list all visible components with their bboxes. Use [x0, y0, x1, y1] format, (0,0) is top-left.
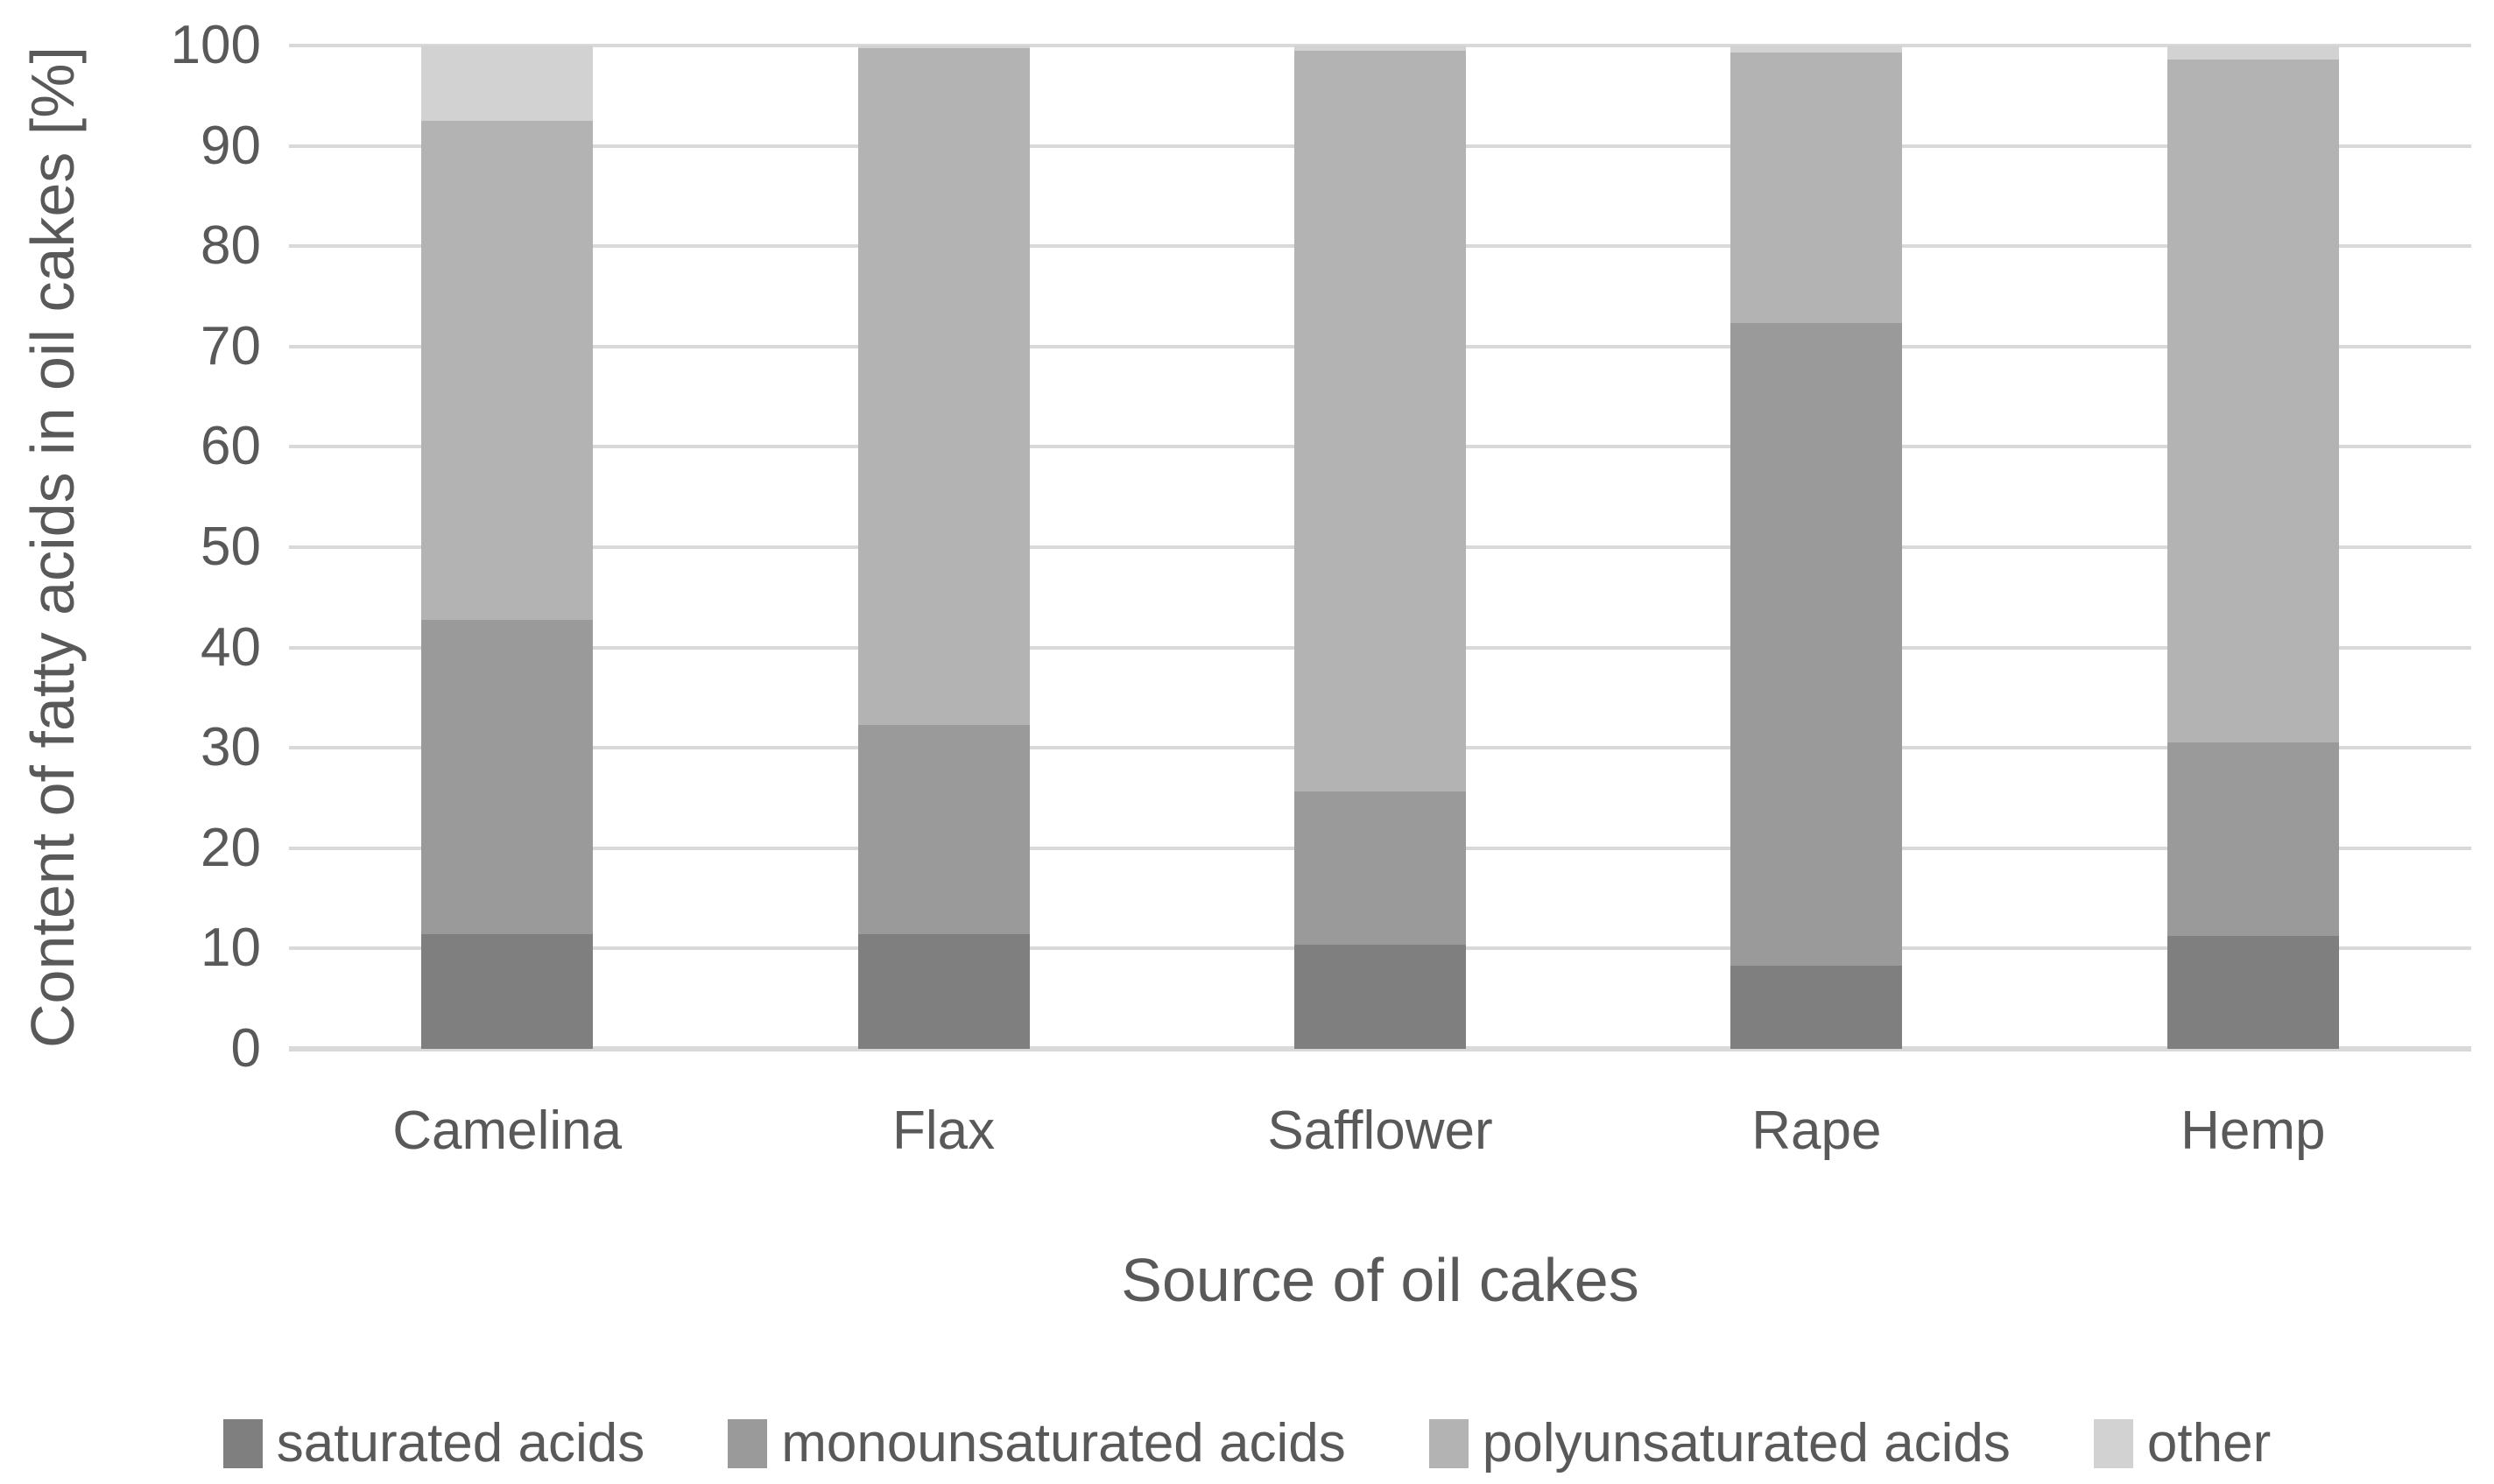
- legend: saturated acids monounsaturated acids poly…: [0, 1403, 2494, 1484]
- category-label-hemp: Hemp: [2180, 1101, 2326, 1161]
- legend-label-monounsaturated-acids: monounsaturated acids: [781, 1412, 1346, 1473]
- y-tick-label-70: 70: [201, 315, 261, 376]
- segment-safflower-other: [1294, 46, 1466, 51]
- segment-hemp-saturated-acids: [2166, 935, 2339, 1049]
- category-label-safflower: Safflower: [1267, 1101, 1493, 1161]
- legend-item-monounsaturated-acids: monounsaturated acids: [728, 1413, 1346, 1474]
- segment-flax-other: [857, 46, 1030, 49]
- legend-label-other: other: [2146, 1412, 2272, 1473]
- gridline-y-100: [289, 44, 2471, 47]
- segment-hemp-other: [2166, 46, 2339, 60]
- legend-label-polyunsaturated-acids: polyunsaturated acids: [1482, 1412, 2011, 1473]
- plot-area: [289, 44, 2471, 1051]
- category-label-camelina: Camelina: [392, 1101, 623, 1161]
- bar-rape: [1730, 46, 1903, 1049]
- segment-camelina-monounsaturated-acids: [421, 619, 594, 935]
- y-tick-label-40: 40: [201, 616, 261, 678]
- segment-hemp-monounsaturated-acids: [2166, 742, 2339, 936]
- legend-swatch-other: [2093, 1418, 2133, 1468]
- segment-hemp-polyunsaturated-acids: [2166, 60, 2339, 743]
- y-tick-label-0: 0: [230, 1018, 261, 1079]
- x-axis-category-labels: Camelina Flax Safflower Rape Hemp: [289, 1096, 2471, 1166]
- legend-item-other: other: [2093, 1412, 2272, 1474]
- gridline-y-0: [289, 1046, 2471, 1051]
- y-axis-tick-labels: 0 10 20 30 40 50 60 70 80 90 100: [0, 17, 261, 1078]
- category-label-rape: Rape: [1751, 1101, 1882, 1161]
- segment-camelina-saturated-acids: [421, 934, 594, 1049]
- y-tick-label-100: 100: [170, 15, 261, 75]
- segment-camelina-other: [421, 46, 594, 121]
- legend-item-polyunsaturated-acids: polyunsaturated acids: [1428, 1412, 2011, 1474]
- y-tick-label-90: 90: [201, 115, 261, 176]
- y-tick-label-50: 50: [201, 517, 261, 577]
- y-tick-label-80: 80: [201, 215, 261, 277]
- y-tick-label-60: 60: [201, 416, 261, 477]
- bar-hemp: [2166, 46, 2339, 1049]
- legend-item-saturated-acids: saturated acids: [222, 1412, 645, 1474]
- segment-rape-polyunsaturated-acids: [1730, 53, 1903, 324]
- bar-safflower: [1294, 46, 1466, 1049]
- y-tick-label-30: 30: [201, 717, 261, 778]
- x-axis-title: Source of oil cakes: [1121, 1246, 1639, 1314]
- segment-rape-other: [1730, 46, 1903, 53]
- y-tick-label-20: 20: [201, 817, 261, 878]
- category-label-flax: Flax: [892, 1101, 996, 1161]
- segment-camelina-polyunsaturated-acids: [421, 120, 594, 620]
- segment-flax-monounsaturated-acids: [857, 724, 1030, 935]
- segment-safflower-monounsaturated-acids: [1294, 791, 1466, 945]
- bar-camelina: [421, 46, 594, 1049]
- bar-flax: [857, 46, 1030, 1049]
- segment-safflower-polyunsaturated-acids: [1294, 50, 1466, 791]
- segment-safflower-saturated-acids: [1294, 944, 1466, 1049]
- legend-swatch-saturated-acids: [222, 1418, 263, 1468]
- legend-swatch-polyunsaturated-acids: [1428, 1418, 1469, 1468]
- legend-swatch-monounsaturated-acids: [728, 1418, 768, 1468]
- legend-label-saturated-acids: saturated acids: [276, 1412, 645, 1473]
- segment-flax-saturated-acids: [857, 934, 1030, 1049]
- segment-rape-monounsaturated-acids: [1730, 323, 1903, 966]
- y-tick-label-10: 10: [201, 918, 261, 979]
- segment-flax-polyunsaturated-acids: [857, 48, 1030, 725]
- segment-rape-saturated-acids: [1730, 965, 1903, 1049]
